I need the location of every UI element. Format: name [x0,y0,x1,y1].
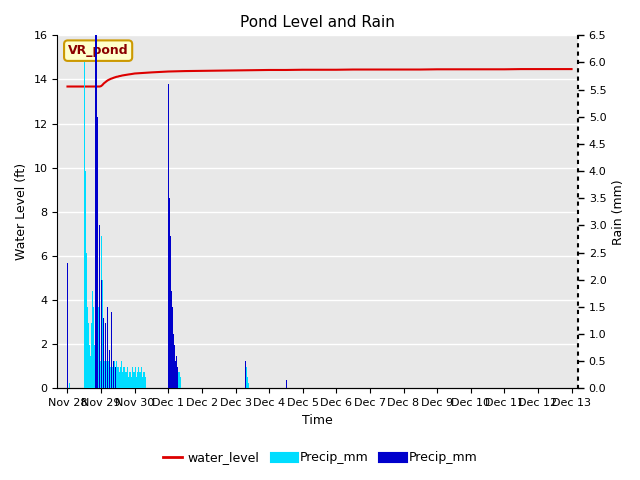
Y-axis label: Water Level (ft): Water Level (ft) [15,163,28,260]
Legend: water_level, Precip_mm, Precip_mm: water_level, Precip_mm, Precip_mm [158,446,482,469]
Text: VR_pond: VR_pond [68,44,129,57]
Y-axis label: Rain (mm): Rain (mm) [612,179,625,245]
Title: Pond Level and Rain: Pond Level and Rain [241,15,396,30]
X-axis label: Time: Time [303,414,333,427]
